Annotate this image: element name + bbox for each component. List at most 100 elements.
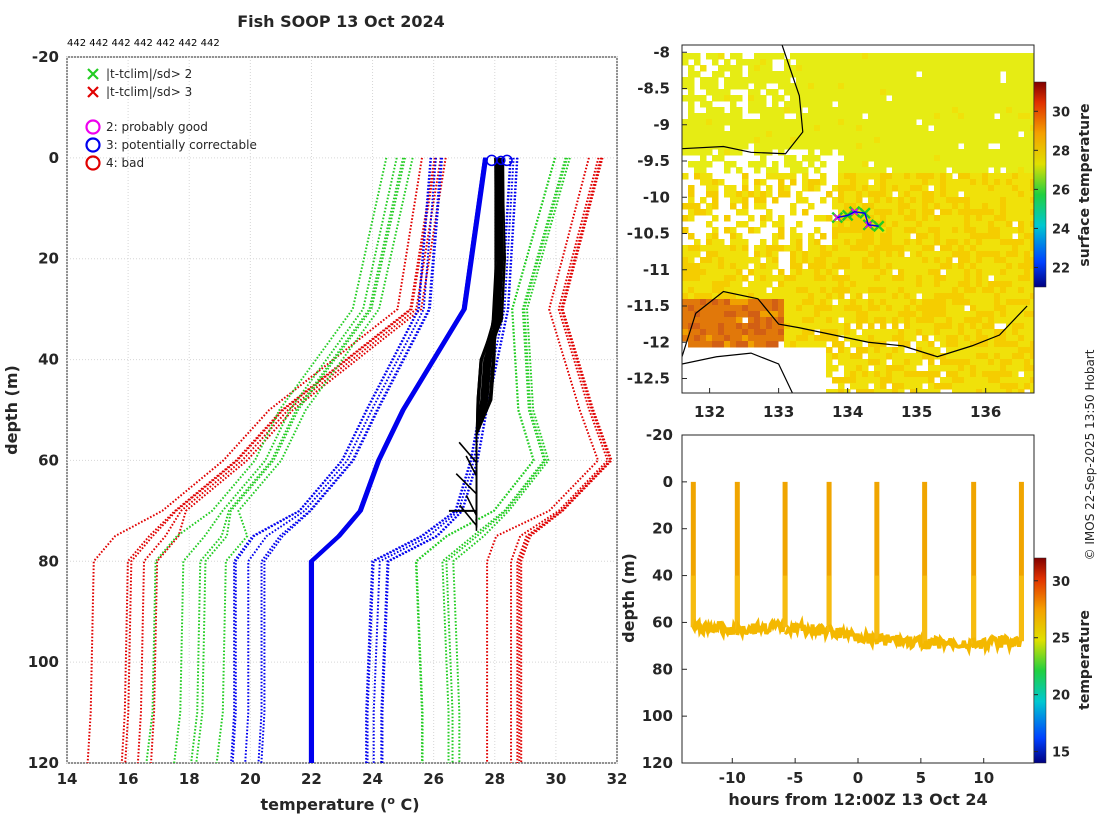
sst-cell: [736, 251, 743, 258]
sst-cell: [766, 113, 773, 120]
sst-cell: [730, 227, 737, 234]
sst-cell: [994, 131, 1001, 138]
sst-cell: [802, 167, 809, 174]
sst-cell: [958, 53, 965, 60]
sst-cell: [922, 149, 929, 156]
sst-cell: [814, 299, 821, 306]
sst-cell: [772, 71, 779, 78]
sst-cell: [856, 365, 863, 372]
sst-cell: [958, 107, 965, 114]
sst-cell: [1000, 185, 1007, 192]
sst-cell: [904, 143, 911, 150]
sst-cell: [880, 179, 887, 186]
sst-cell: [712, 215, 719, 222]
sst-cell: [952, 269, 959, 276]
sst-cell: [994, 155, 1001, 162]
sst-cell: [844, 143, 851, 150]
sst-cell: [922, 233, 929, 240]
sst-cell: [964, 185, 971, 192]
sst-cell: [976, 203, 983, 210]
sst-cell: [850, 233, 857, 240]
sst-cell: [868, 59, 875, 66]
sst-cell: [820, 89, 827, 96]
sst-cell: [832, 305, 839, 312]
sst-cell: [1012, 293, 1019, 300]
sst-cell: [802, 185, 809, 192]
sst-cell: [820, 119, 827, 126]
sst-cell: [724, 77, 731, 84]
sst-cell: [736, 239, 743, 246]
sst-cell: [766, 125, 773, 132]
sst-cell: [862, 101, 869, 108]
sst-cell: [712, 53, 719, 60]
map-y-tick-label: -9: [653, 116, 670, 134]
sst-cell: [1018, 281, 1025, 288]
sst-cell: [838, 203, 845, 210]
sst-cell: [952, 167, 959, 174]
map-x-tick-label: 135: [901, 403, 932, 421]
x-tick-label: 28: [484, 770, 505, 788]
sst-cell: [988, 89, 995, 96]
sst-cell: [742, 257, 749, 264]
sst-cell: [808, 149, 815, 156]
sst-cell: [694, 173, 701, 180]
sst-cell: [712, 83, 719, 90]
sst-cell: [898, 185, 905, 192]
sst-cell: [964, 53, 971, 60]
sst-cell: [1012, 155, 1019, 162]
sst-cell: [712, 269, 719, 276]
sst-cell: [1006, 77, 1013, 84]
sst-cell: [952, 353, 959, 360]
sst-cell: [916, 65, 923, 72]
sst-cell: [682, 329, 689, 336]
sst-cell: [982, 263, 989, 270]
sst-cell: [796, 311, 803, 318]
sst-cell: [1030, 341, 1037, 348]
sst-cell: [874, 347, 881, 354]
section-y-tick-label: 20: [652, 520, 673, 538]
sst-cell: [784, 305, 791, 312]
sst-cell: [946, 59, 953, 66]
sst-cell: [856, 263, 863, 270]
sst-cell: [970, 311, 977, 318]
sst-cell: [946, 155, 953, 162]
sst-cell: [1000, 353, 1007, 360]
sst-cell: [880, 275, 887, 282]
sst-cell: [922, 341, 929, 348]
sst-cell: [946, 89, 953, 96]
sst-cell: [712, 275, 719, 282]
sst-cell: [772, 107, 779, 114]
sst-cell: [778, 317, 785, 324]
sst-cell: [994, 101, 1001, 108]
sst-cell: [928, 95, 935, 102]
sst-cell: [838, 263, 845, 270]
sst-cell: [928, 239, 935, 246]
sst-cell: [778, 245, 785, 252]
sst-cell: [994, 89, 1001, 96]
sst-cell: [994, 203, 1001, 210]
sst-cell: [940, 107, 947, 114]
sst-cell: [688, 311, 695, 318]
sst-cell: [850, 221, 857, 228]
sst-cell: [1006, 131, 1013, 138]
sst-cell: [904, 89, 911, 96]
sst-cell: [868, 275, 875, 282]
sst-cell: [688, 83, 695, 90]
sst-cell: [976, 101, 983, 108]
sst-cell: [940, 131, 947, 138]
sst-cell: [1018, 335, 1025, 342]
sst-cell: [910, 389, 917, 396]
sst-cell: [958, 389, 965, 396]
sst-cell: [736, 245, 743, 252]
sst-cell: [1024, 299, 1031, 306]
sst-cell: [742, 185, 749, 192]
sst-cell: [964, 131, 971, 138]
y-tick-label: 0: [49, 149, 59, 167]
sst-cell: [706, 257, 713, 264]
sst-cell: [814, 101, 821, 108]
sst-cell: [850, 131, 857, 138]
sst-cell: [898, 119, 905, 126]
sst-cell: [790, 179, 797, 186]
sst-cell: [928, 311, 935, 318]
sst-cell: [760, 65, 767, 72]
